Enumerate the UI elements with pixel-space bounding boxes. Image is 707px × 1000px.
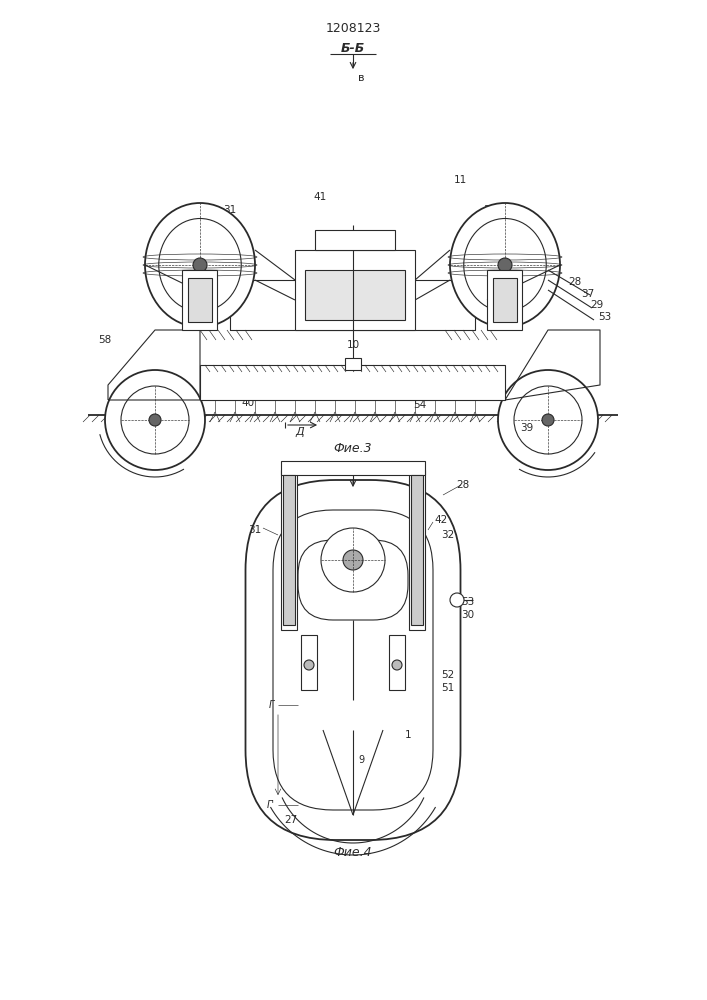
FancyBboxPatch shape (298, 540, 408, 620)
Circle shape (498, 370, 598, 470)
Circle shape (304, 660, 314, 670)
Circle shape (149, 414, 161, 426)
Text: Г': Г' (267, 800, 275, 810)
Text: 1: 1 (404, 730, 411, 740)
Polygon shape (155, 245, 230, 330)
Text: 34: 34 (197, 217, 209, 227)
Circle shape (343, 550, 363, 570)
Circle shape (193, 258, 207, 272)
Text: 30: 30 (542, 275, 554, 285)
Bar (305, 270, 405, 320)
Text: в: в (358, 73, 365, 83)
Bar (281, 461, 425, 475)
Text: Фие.4: Фие.4 (334, 846, 373, 858)
Bar (281, 470, 297, 630)
Ellipse shape (450, 203, 560, 327)
Bar (493, 278, 517, 322)
Text: 9: 9 (358, 755, 364, 765)
Text: Д: Д (305, 384, 315, 394)
Text: Г: Г (269, 700, 274, 710)
Circle shape (542, 414, 554, 426)
Text: 30: 30 (462, 610, 474, 620)
Bar (345, 358, 361, 370)
Polygon shape (230, 280, 475, 330)
Bar (315, 230, 395, 250)
FancyBboxPatch shape (245, 480, 460, 840)
Text: 32: 32 (484, 205, 496, 215)
Text: 52: 52 (441, 670, 455, 680)
Text: 39: 39 (520, 423, 534, 433)
Text: 29: 29 (590, 300, 604, 310)
Text: Д: Д (296, 427, 305, 437)
Text: 31: 31 (248, 525, 262, 535)
Polygon shape (475, 245, 548, 330)
Text: 30: 30 (148, 275, 162, 285)
Bar (411, 475, 423, 625)
Text: 11: 11 (453, 175, 467, 185)
Ellipse shape (145, 203, 255, 327)
Text: 35: 35 (183, 225, 197, 235)
Bar (295, 250, 415, 330)
Text: 53: 53 (462, 597, 474, 607)
Text: 35: 35 (515, 225, 529, 235)
Bar (487, 270, 522, 330)
Bar (409, 470, 425, 630)
Polygon shape (505, 330, 600, 400)
Text: 54: 54 (414, 400, 426, 410)
Text: 42: 42 (434, 515, 448, 525)
Text: 28: 28 (457, 480, 469, 490)
Text: Фие.3: Фие.3 (334, 442, 373, 454)
Text: 58: 58 (98, 335, 112, 345)
Bar (188, 278, 212, 322)
Bar (182, 270, 217, 330)
Text: 27: 27 (284, 815, 298, 825)
Circle shape (321, 528, 385, 592)
Text: 31: 31 (223, 205, 237, 215)
FancyBboxPatch shape (273, 510, 433, 810)
Bar (389, 635, 405, 690)
Text: 37: 37 (581, 289, 595, 299)
Bar (200, 365, 505, 400)
Text: 32: 32 (441, 530, 455, 540)
Circle shape (498, 258, 512, 272)
Text: вид В: вид В (337, 463, 369, 473)
Text: 28: 28 (568, 277, 582, 287)
Circle shape (450, 593, 464, 607)
Text: Б-Б: Б-Б (341, 41, 365, 54)
Polygon shape (108, 330, 200, 400)
Text: 40: 40 (241, 398, 255, 408)
Circle shape (105, 370, 205, 470)
Text: 41: 41 (313, 192, 327, 202)
Bar (283, 475, 295, 625)
Text: 1208123: 1208123 (325, 21, 380, 34)
Text: 10: 10 (346, 340, 360, 350)
Text: 11: 11 (358, 555, 371, 565)
Circle shape (392, 660, 402, 670)
Bar (301, 635, 317, 690)
Text: 53: 53 (598, 312, 612, 322)
Text: 51: 51 (441, 683, 455, 693)
Text: 34: 34 (503, 217, 517, 227)
